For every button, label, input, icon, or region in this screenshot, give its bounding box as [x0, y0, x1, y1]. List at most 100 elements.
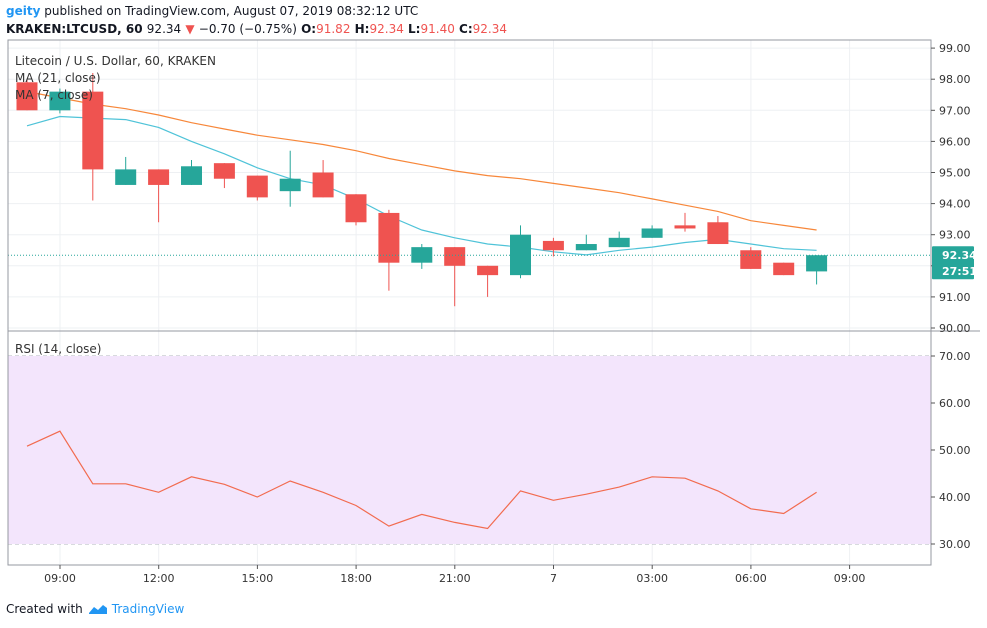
time-tick-label: 09:00 [44, 572, 76, 585]
candle-body [641, 228, 663, 238]
candle-body [181, 166, 202, 185]
candle-body [82, 91, 104, 170]
candle-body [477, 265, 499, 276]
candle [345, 194, 367, 226]
price-pane-title: Litecoin / U.S. Dollar, 60, KRAKEN [15, 54, 216, 68]
rsi-tick-label: 50.00 [939, 444, 971, 457]
candle-body [213, 163, 235, 179]
price-tick-label: 93.00 [939, 229, 971, 242]
low-value: 91.40 [420, 22, 455, 36]
close-value: 92.34 [472, 22, 507, 36]
candle [542, 237, 564, 257]
candle [575, 234, 597, 251]
price-tick-label: 91.00 [939, 291, 971, 304]
rsi-tick-label: 60.00 [939, 397, 971, 410]
symbol-ohlc-line: KRAKEN:LTCUSD, 60 92.34 ▼ −0.70 (−0.75%)… [6, 22, 507, 36]
published-text: published on TradingView.com, August 07,… [44, 4, 419, 18]
ma7-series [26, 115, 817, 256]
price-tick-label: 94.00 [939, 198, 971, 211]
rsi-tick-label: 40.00 [939, 491, 971, 504]
candle [674, 212, 696, 232]
candle-body [378, 212, 400, 263]
price-tick-label: 99.00 [939, 42, 971, 55]
down-arrow-icon: ▼ [185, 22, 195, 36]
candle-body [740, 250, 762, 269]
candle-body [148, 169, 170, 185]
ma21-legend: MA (21, close) [15, 71, 101, 85]
candle-body [674, 225, 696, 229]
candle-body [575, 244, 597, 251]
candle [740, 247, 762, 269]
price-tick-label: 90.00 [939, 322, 971, 335]
rsi-tick-label: 30.00 [939, 538, 971, 551]
price-tick-label: 97.00 [939, 104, 971, 117]
last-price-tag-bg [932, 246, 974, 280]
ma7-line [26, 115, 817, 256]
symbol-label: KRAKEN:LTCUSD, 60 [6, 22, 143, 36]
candle [16, 79, 38, 111]
candle [246, 175, 268, 201]
created-with-text: Created with [6, 602, 83, 616]
rsi-band [8, 356, 931, 544]
time-tick-label: 21:00 [439, 572, 471, 585]
open-value: 91.82 [316, 22, 351, 36]
candle [707, 216, 729, 245]
candle-body [312, 172, 334, 198]
candle-body [608, 237, 630, 248]
candle-body [510, 234, 531, 276]
footer: Created with TradingView [6, 602, 184, 616]
ma7-legend: MA (7, close) [15, 88, 93, 102]
candle [378, 209, 400, 291]
candle-body [542, 240, 564, 251]
price-tags: 92.34 27:51 [932, 246, 977, 280]
candle [773, 262, 795, 276]
candle [312, 160, 334, 198]
candle [608, 231, 630, 248]
price-tick-label: 96.00 [939, 135, 971, 148]
tradingview-brand[interactable]: TradingView [111, 602, 185, 616]
ma21-series [26, 91, 817, 231]
candles [8, 72, 931, 307]
chart-frame [7, 39, 980, 566]
candle [510, 225, 531, 279]
candle-body [246, 175, 268, 198]
time-tick-label: 12:00 [143, 572, 175, 585]
countdown-tag: 27:51 [942, 265, 977, 278]
candle [49, 88, 71, 114]
open-label: O: [301, 22, 317, 36]
candle-body [16, 82, 38, 111]
candle [806, 255, 828, 285]
time-tick-label: 15:00 [242, 572, 274, 585]
candle-body [707, 222, 729, 245]
price-tick-label: 95.00 [939, 167, 971, 180]
time-tick-label: 18:00 [340, 572, 372, 585]
candle-body [806, 255, 828, 272]
time-tick-label: 7 [550, 572, 557, 585]
rsi-line [26, 430, 817, 530]
candle [213, 163, 235, 189]
time-axis[interactable]: 09:00 12:00 15:00 18:00 21:00 7 03:00 06:00 09:0… [44, 565, 865, 585]
ma21-line [26, 91, 817, 231]
candle-body [773, 262, 795, 276]
price-axis[interactable]: 99.0098.0097.0096.0095.0094.0093.0092.00… [931, 42, 971, 551]
tradingview-logo-icon [88, 605, 107, 614]
rsi-legend: RSI (14, close) [15, 342, 102, 356]
candle [115, 156, 137, 185]
candle-body [49, 91, 71, 111]
candle-body [444, 247, 466, 266]
candle-body [115, 169, 137, 185]
price-gridlines [8, 40, 931, 331]
publish-line: geity published on TradingView.com, Augu… [6, 4, 418, 18]
rsi-tick-label: 70.00 [939, 350, 971, 363]
candle [411, 244, 433, 269]
time-tick-label: 06:00 [735, 572, 767, 585]
candle-body [279, 178, 301, 192]
rsi-series [26, 430, 817, 530]
candle [82, 72, 104, 201]
candle-body [411, 247, 433, 263]
low-label: L: [408, 22, 421, 36]
candle [181, 160, 202, 185]
publisher-username[interactable]: geity [6, 4, 41, 18]
candle [444, 247, 466, 307]
